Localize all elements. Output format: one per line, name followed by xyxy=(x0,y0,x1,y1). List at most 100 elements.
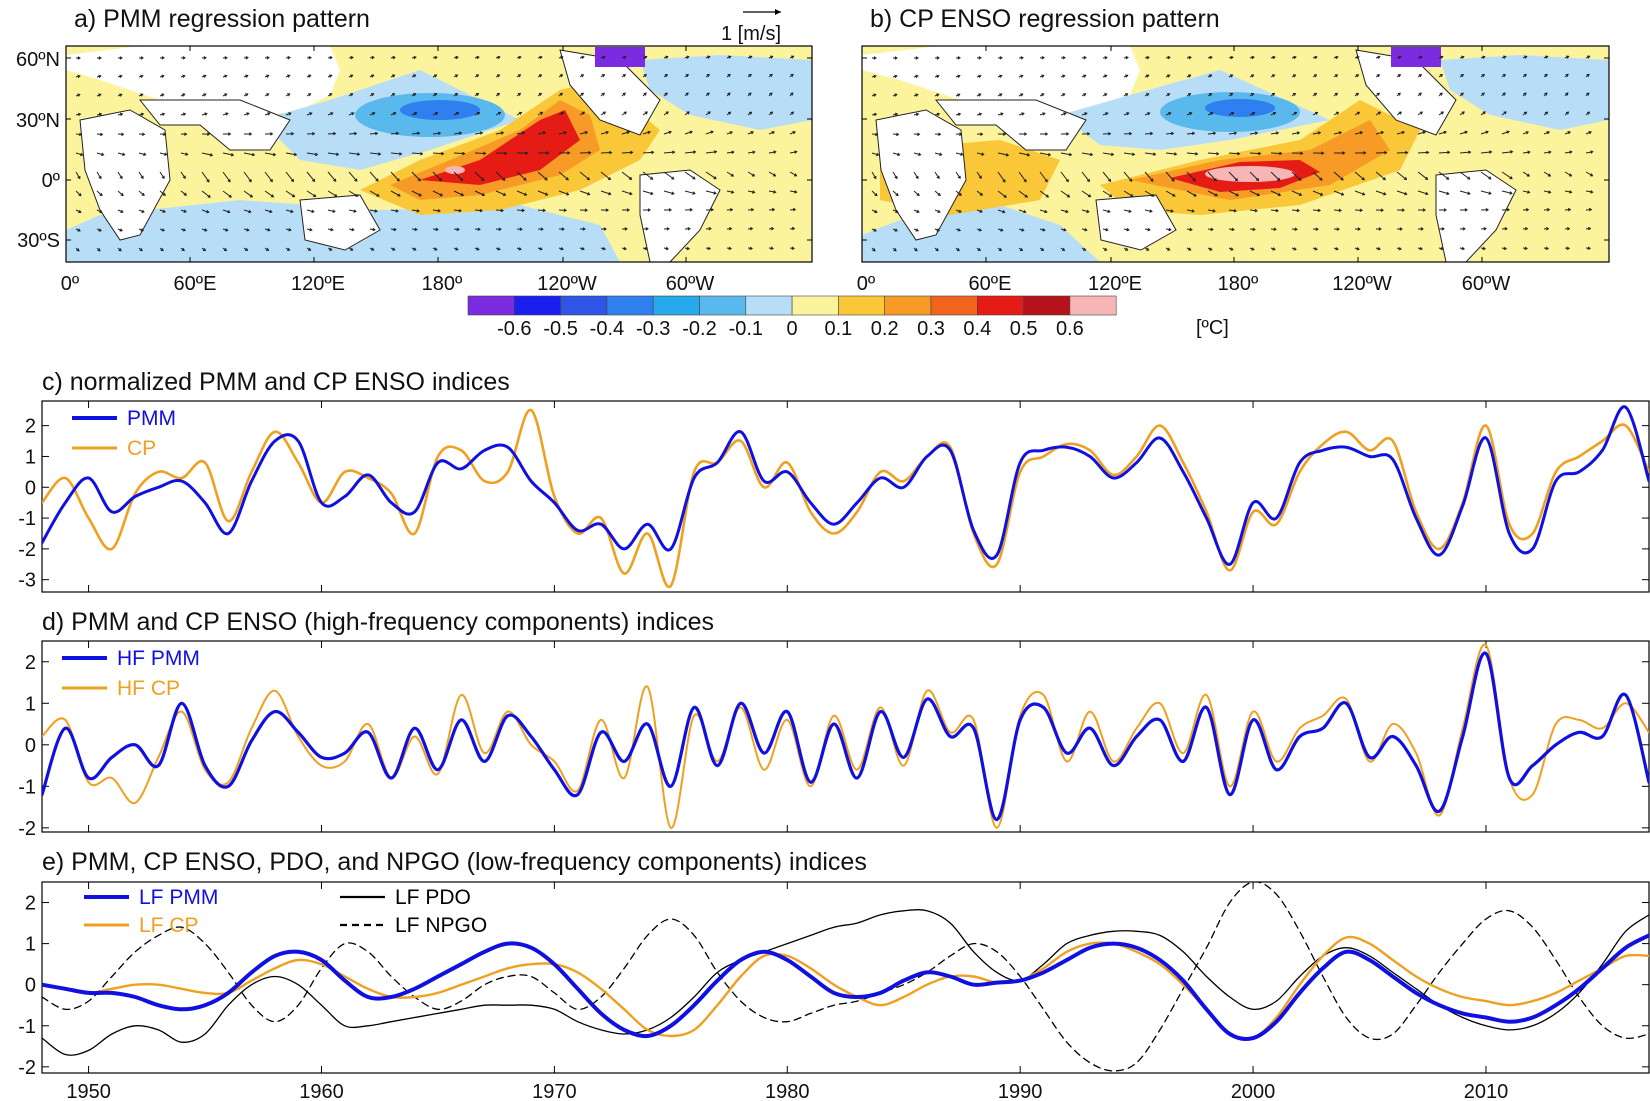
wind-vector-head xyxy=(1380,208,1385,212)
wind-vector-head xyxy=(459,177,464,182)
wind-vector-head xyxy=(476,247,480,251)
colorbar-tick-label: 0.3 xyxy=(917,318,945,340)
wind-vector-head xyxy=(1293,55,1297,60)
wind-vector xyxy=(411,190,422,197)
y-tick-label: 1 xyxy=(25,693,36,715)
wind-vector-head xyxy=(1230,74,1234,78)
panel-c: c) normalized PMM and CP ENSO indices -3… xyxy=(18,368,1650,593)
map-a-lat-ticks: 60ºN 30ºN 0º 30ºS xyxy=(16,49,61,252)
wind-vector xyxy=(621,171,632,180)
lon-tick-60w: 60ºW xyxy=(1462,273,1511,295)
wind-vector-head xyxy=(119,228,123,232)
wind-vector xyxy=(180,152,188,156)
wind-vector-head xyxy=(1275,208,1279,213)
wind-vector-head xyxy=(1063,112,1067,116)
series-group xyxy=(42,882,1649,1072)
x-tick-label: 1980 xyxy=(765,1081,810,1101)
wind-vector-head xyxy=(707,246,712,251)
wind-vector-head xyxy=(979,209,983,213)
wind-vector-head xyxy=(937,209,941,213)
wind-vector-head xyxy=(1422,130,1427,135)
wind-vector-head xyxy=(666,227,670,231)
wind-vector-head xyxy=(1524,111,1528,115)
colorbar-tick-label: 0.5 xyxy=(1010,318,1038,340)
wind-vector xyxy=(955,152,963,156)
wind-vector-head xyxy=(1335,247,1339,251)
wind-vector xyxy=(976,190,983,196)
wind-vector-head xyxy=(351,227,355,232)
wind-vector xyxy=(243,171,252,182)
wind-vector-head xyxy=(77,112,82,117)
wind-vector-head xyxy=(475,74,480,78)
wind-vector xyxy=(705,171,717,180)
wind-vector-head xyxy=(601,92,605,96)
wind-vector-head xyxy=(523,177,527,181)
series-line-hf-pmm xyxy=(42,651,1649,822)
wind-vector-head xyxy=(560,247,564,251)
wind-vector-head xyxy=(1377,55,1381,60)
panel-c-title: c) normalized PMM and CP ENSO indices xyxy=(42,368,510,396)
wind-vector-head xyxy=(420,151,424,156)
wind-vector xyxy=(159,190,166,196)
wind-vector-head xyxy=(518,247,522,251)
wind-vector xyxy=(642,171,653,180)
wind-vector-head xyxy=(1273,227,1277,232)
wind-vector-head xyxy=(581,246,585,251)
wind-vector-head xyxy=(791,55,795,59)
wind-vector-head xyxy=(1587,55,1591,59)
wind-vector-head xyxy=(1214,193,1218,197)
wind-vector xyxy=(1333,131,1342,135)
wind-vector xyxy=(1585,190,1593,193)
wind-vector xyxy=(976,171,982,179)
wind-vector xyxy=(1270,209,1279,212)
wind-vector-head xyxy=(689,208,694,212)
wind-vector-head xyxy=(397,193,401,197)
wind-vector-head xyxy=(502,192,507,196)
wind-vector-head xyxy=(1296,131,1301,135)
wind-vector-head xyxy=(1527,150,1531,155)
wind-vector-head xyxy=(1506,130,1510,134)
wind-vector-head xyxy=(1544,73,1548,77)
wind-vector-head xyxy=(161,93,165,97)
wind-vector xyxy=(913,152,921,156)
wind-vector xyxy=(997,190,1007,198)
wind-vector-head xyxy=(561,227,565,231)
wind-vector-head xyxy=(227,209,231,214)
wind-vector-head xyxy=(957,93,961,97)
wind-vector xyxy=(432,132,441,135)
wind-vector-head xyxy=(267,112,271,116)
wind-vector-head xyxy=(204,112,208,116)
wind-vector xyxy=(453,132,462,135)
wind-vector xyxy=(1144,209,1153,212)
wind-vector-head xyxy=(1397,74,1402,78)
wind-vector-head xyxy=(1066,194,1071,198)
wind-vector xyxy=(1249,132,1258,135)
wind-vector xyxy=(1144,171,1154,182)
wind-vector-head xyxy=(1229,93,1234,97)
wind-vector-head xyxy=(77,56,81,60)
wind-vector xyxy=(75,152,83,156)
wind-vector-head xyxy=(895,209,899,214)
wind-vector-head xyxy=(272,152,277,157)
wind-vector-head xyxy=(1401,130,1406,135)
wind-vector xyxy=(663,171,675,180)
wind-vector-head xyxy=(687,227,691,231)
wind-vector xyxy=(1522,190,1530,193)
wind-vector xyxy=(474,209,483,212)
wind-vector-head xyxy=(1566,246,1570,251)
wind-vector xyxy=(768,151,776,154)
legend-label: LF PMM xyxy=(139,886,218,909)
wind-vector xyxy=(117,190,124,196)
wind-vector-head xyxy=(416,209,420,213)
wind-vector xyxy=(306,190,316,197)
wind-vector xyxy=(75,190,82,196)
wind-vector-head xyxy=(936,93,940,97)
wind-vector xyxy=(348,190,359,197)
wind-vector-head xyxy=(1209,74,1213,78)
wind-vector-head xyxy=(539,55,543,60)
wind-vector-head xyxy=(1083,247,1087,251)
wind-vector xyxy=(1375,131,1384,135)
wind-vector-head xyxy=(1425,191,1429,196)
wind-vector-head xyxy=(1210,111,1214,116)
wind-vector-head xyxy=(206,210,210,214)
